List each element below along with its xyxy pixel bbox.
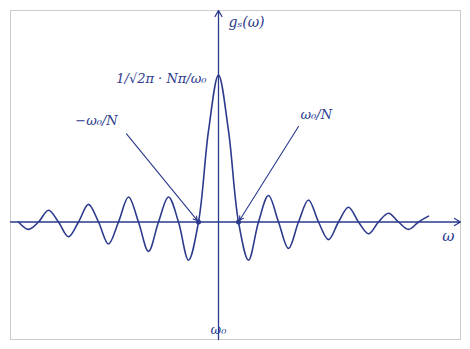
svg-text:ω: ω — [442, 227, 454, 245]
svg-text:1/√2π · Nπ/ω₀: 1/√2π · Nπ/ω₀ — [116, 71, 207, 86]
svg-text:−ω₀/N: −ω₀/N — [75, 113, 118, 128]
svg-text:gₛ(ω): gₛ(ω) — [229, 14, 265, 30]
svg-text:ω₀: ω₀ — [211, 322, 228, 337]
svg-text:ω₀/N: ω₀/N — [301, 107, 333, 122]
